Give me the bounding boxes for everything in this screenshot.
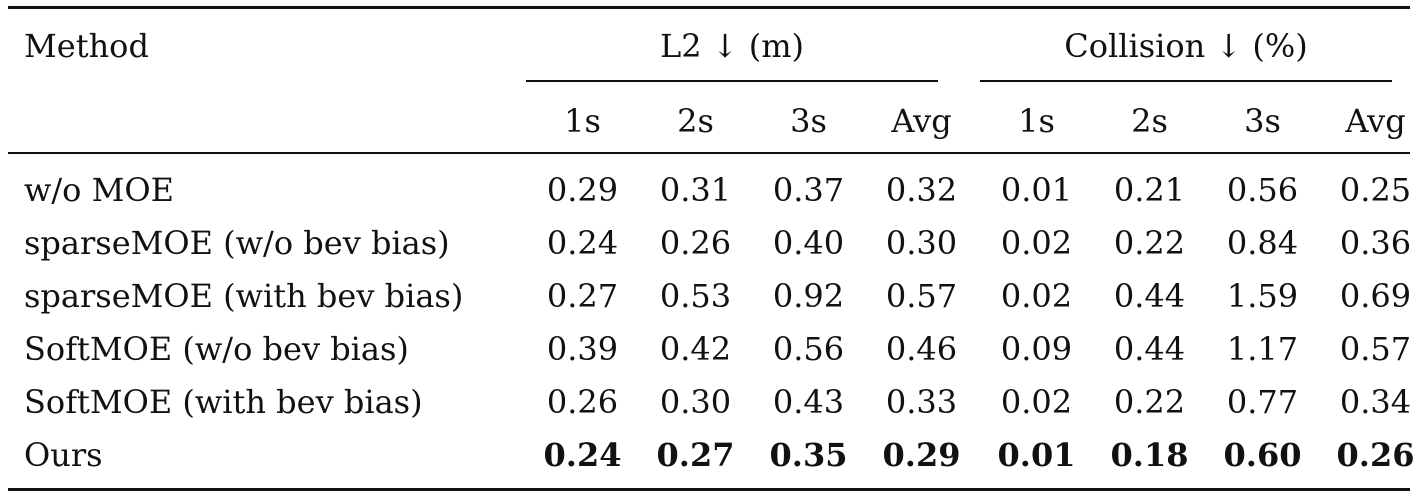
method-header: Method	[24, 27, 149, 65]
value-cell: 0.29	[546, 171, 619, 209]
method-cell: w/o MOE	[24, 171, 174, 209]
value-cell: 0.25	[1339, 171, 1412, 209]
value-cell: 0.27	[656, 436, 735, 474]
sub-header-2: 3s	[790, 102, 827, 140]
value-cell: 0.35	[769, 436, 848, 474]
value-cell: 0.57	[1339, 330, 1412, 368]
value-cell: 0.33	[885, 383, 958, 421]
value-cell: 0.26	[659, 224, 732, 262]
method-cell: sparseMOE (with bev bias)	[24, 277, 464, 315]
value-cell: 0.42	[659, 330, 732, 368]
value-cell: 0.53	[659, 277, 732, 315]
value-cell: 0.09	[1000, 330, 1073, 368]
value-cell: 0.46	[885, 330, 958, 368]
sub-header-6: 3s	[1244, 102, 1281, 140]
value-cell: 0.18	[1110, 436, 1189, 474]
sub-header-1: 2s	[677, 102, 714, 140]
sub-header-4: 1s	[1018, 102, 1055, 140]
value-cell: 0.24	[546, 224, 619, 262]
value-cell: 0.40	[772, 224, 845, 262]
value-cell: 0.36	[1339, 224, 1412, 262]
value-cell: 0.37	[772, 171, 845, 209]
top-rule	[8, 6, 1410, 9]
value-cell: 0.56	[772, 330, 845, 368]
value-cell: 0.24	[543, 436, 622, 474]
collision-group-header: Collision ↓ (%)	[1064, 27, 1308, 65]
value-cell: 0.01	[1000, 171, 1073, 209]
value-cell: 0.43	[772, 383, 845, 421]
sub-header-7: Avg	[1345, 102, 1406, 140]
value-cell: 0.44	[1113, 330, 1186, 368]
value-cell: 0.27	[546, 277, 619, 315]
value-cell: 0.34	[1339, 383, 1412, 421]
l2-group-header: L2 ↓ (m)	[659, 27, 805, 65]
value-cell: 0.02	[1000, 224, 1073, 262]
value-cell: 0.56	[1226, 171, 1299, 209]
value-cell: 0.21	[1113, 171, 1186, 209]
value-cell: 0.26	[546, 383, 619, 421]
sub-header-0: 1s	[564, 102, 601, 140]
method-cell: Ours	[24, 436, 103, 474]
value-cell: 0.01	[997, 436, 1076, 474]
value-cell: 1.17	[1226, 330, 1299, 368]
value-cell: 0.02	[1000, 277, 1073, 315]
value-cell: 0.44	[1113, 277, 1186, 315]
value-cell: 0.77	[1226, 383, 1299, 421]
header-rule	[8, 152, 1410, 154]
value-cell: 0.57	[885, 277, 958, 315]
value-cell: 0.84	[1226, 224, 1299, 262]
value-cell: 0.69	[1339, 277, 1412, 315]
value-cell: 0.26	[1336, 436, 1415, 474]
value-cell: 0.22	[1113, 224, 1186, 262]
sub-header-5: 2s	[1131, 102, 1168, 140]
value-cell: 0.31	[659, 171, 732, 209]
bottom-rule	[8, 488, 1410, 491]
value-cell: 0.39	[546, 330, 619, 368]
value-cell: 0.30	[659, 383, 732, 421]
method-cell: SoftMOE (w/o bev bias)	[24, 330, 409, 368]
value-cell: 0.02	[1000, 383, 1073, 421]
sub-header-3: Avg	[891, 102, 952, 140]
value-cell: 0.30	[885, 224, 958, 262]
value-cell: 0.92	[772, 277, 845, 315]
value-cell: 0.29	[882, 436, 961, 474]
method-cell: sparseMOE (w/o bev bias)	[24, 224, 450, 262]
l2-group-underline	[526, 80, 938, 82]
results-table: Method L2 ↓ (m) Collision ↓ (%) 1s 2s 3s Av…	[8, 6, 1414, 492]
value-cell: 0.60	[1223, 436, 1302, 474]
collision-group-underline	[980, 80, 1392, 82]
method-cell: SoftMOE (with bev bias)	[24, 383, 423, 421]
value-cell: 1.59	[1226, 277, 1299, 315]
value-cell: 0.32	[885, 171, 958, 209]
value-cell: 0.22	[1113, 383, 1186, 421]
